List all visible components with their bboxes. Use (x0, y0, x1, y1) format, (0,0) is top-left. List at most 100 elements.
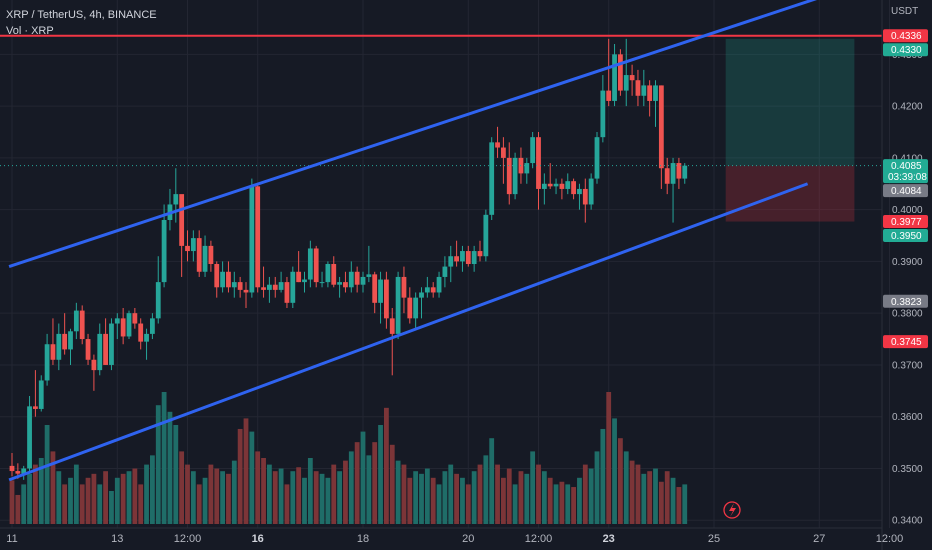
long-position-tool[interactable] (725, 38, 855, 222)
volume-bar (296, 467, 302, 524)
volume-bar (629, 460, 635, 524)
candle-body (214, 264, 220, 288)
time-tick-label: 27 (813, 533, 825, 545)
candle-body (138, 323, 144, 342)
volume-bar (103, 471, 108, 524)
candle-body (360, 276, 366, 285)
candle-body (132, 313, 138, 324)
volume-bar (378, 425, 383, 524)
channel-lower-line (8, 182, 809, 482)
candle-body (150, 318, 155, 334)
candle-body (670, 163, 676, 184)
replay-lightning-icon[interactable] (723, 501, 741, 519)
candlesticks (9, 38, 688, 480)
volume-bar (635, 464, 641, 524)
volume-bar (419, 473, 424, 524)
volume-bar (553, 484, 559, 524)
candle-body (226, 271, 231, 288)
price-tag-label: 0.3745 (891, 337, 922, 348)
candle-body (161, 220, 167, 283)
volume-bar (167, 411, 173, 524)
channel-upper-line (8, 0, 818, 269)
volume-bar (85, 477, 91, 524)
candle-body (647, 85, 653, 101)
candle-body (489, 142, 495, 215)
volume-bar (284, 484, 290, 524)
volume-bar (290, 471, 296, 524)
candle-body (477, 251, 483, 257)
candle-body (173, 194, 179, 205)
volume-bar (465, 484, 471, 524)
candle-body (144, 333, 149, 342)
volume-bar (27, 473, 32, 524)
candle-body (44, 344, 50, 381)
time-tick-label: 12:00 (174, 533, 202, 545)
volume-bar (325, 477, 331, 524)
volume-bar (442, 471, 448, 524)
candle-body (343, 282, 348, 288)
price-tags: 0.43360.43300.408503:39:080.40840.39770.… (883, 29, 928, 349)
candle-body (21, 468, 27, 474)
volume-bar (682, 484, 688, 524)
candle-body (50, 344, 56, 360)
volume-bar (313, 471, 319, 524)
volume-bar (237, 428, 243, 524)
volume-bar (278, 468, 284, 524)
candle-body (114, 318, 120, 324)
candle-body (15, 471, 21, 474)
candle-body (372, 274, 378, 303)
candle-body (401, 276, 407, 298)
candle-body (582, 188, 588, 205)
volume-bar (600, 428, 606, 524)
candle-body (559, 183, 565, 189)
time-tick-label: 20 (462, 533, 474, 545)
volume-bar (44, 425, 50, 524)
price-tick-label: 0.4100 (892, 153, 923, 164)
volume-bar (372, 442, 378, 524)
candle-body (424, 287, 430, 293)
volume-bar (647, 471, 653, 524)
candle-body (635, 80, 641, 96)
volume-bar (343, 460, 348, 524)
volume-bar (594, 451, 600, 524)
candle-body (272, 284, 278, 290)
candle-body (618, 54, 623, 91)
time-tick-label: 13 (111, 533, 123, 545)
candle-body (436, 276, 442, 293)
candle-body (354, 271, 360, 285)
price-tag (883, 43, 928, 57)
volume-bar (670, 477, 676, 524)
candle-body (501, 147, 506, 158)
volume-bar (483, 455, 489, 524)
volume-bar (9, 480, 15, 524)
candle-body (97, 333, 103, 371)
symbol-legend[interactable]: XRP / TetherUS, 4h, BINANCE (6, 9, 157, 21)
volume-bar (56, 471, 62, 524)
price-tag-label: 0.4330 (891, 45, 922, 56)
volume-bar (389, 444, 395, 524)
volume-bar (571, 487, 576, 524)
volume-bar (226, 473, 231, 524)
volume-bar (214, 468, 220, 524)
candle-body (676, 163, 682, 179)
candle-body (541, 183, 547, 189)
candle-body (237, 282, 243, 290)
volume-bar (401, 464, 407, 524)
candle-body (109, 323, 114, 365)
price-tag-label: 0.4336 (891, 31, 922, 42)
volume-legend[interactable]: Vol · XRP (6, 25, 54, 37)
candle-body (185, 245, 190, 252)
time-axis[interactable]: 11 13 12:00 16 18 20 12:00 23 25 27 12:00 (0, 527, 903, 545)
candle-body (319, 282, 325, 284)
drawing-lines[interactable] (0, 0, 882, 482)
candle-body (243, 289, 249, 293)
time-tick-label: 25 (708, 533, 720, 545)
volume-bar (582, 464, 588, 524)
price-tick-label: 0.3700 (892, 360, 923, 371)
time-tick-label: 12:00 (525, 533, 553, 545)
candle-body (506, 157, 512, 195)
volume-bar (132, 468, 138, 524)
volume-bar (577, 477, 582, 524)
volume-bar (202, 477, 208, 524)
